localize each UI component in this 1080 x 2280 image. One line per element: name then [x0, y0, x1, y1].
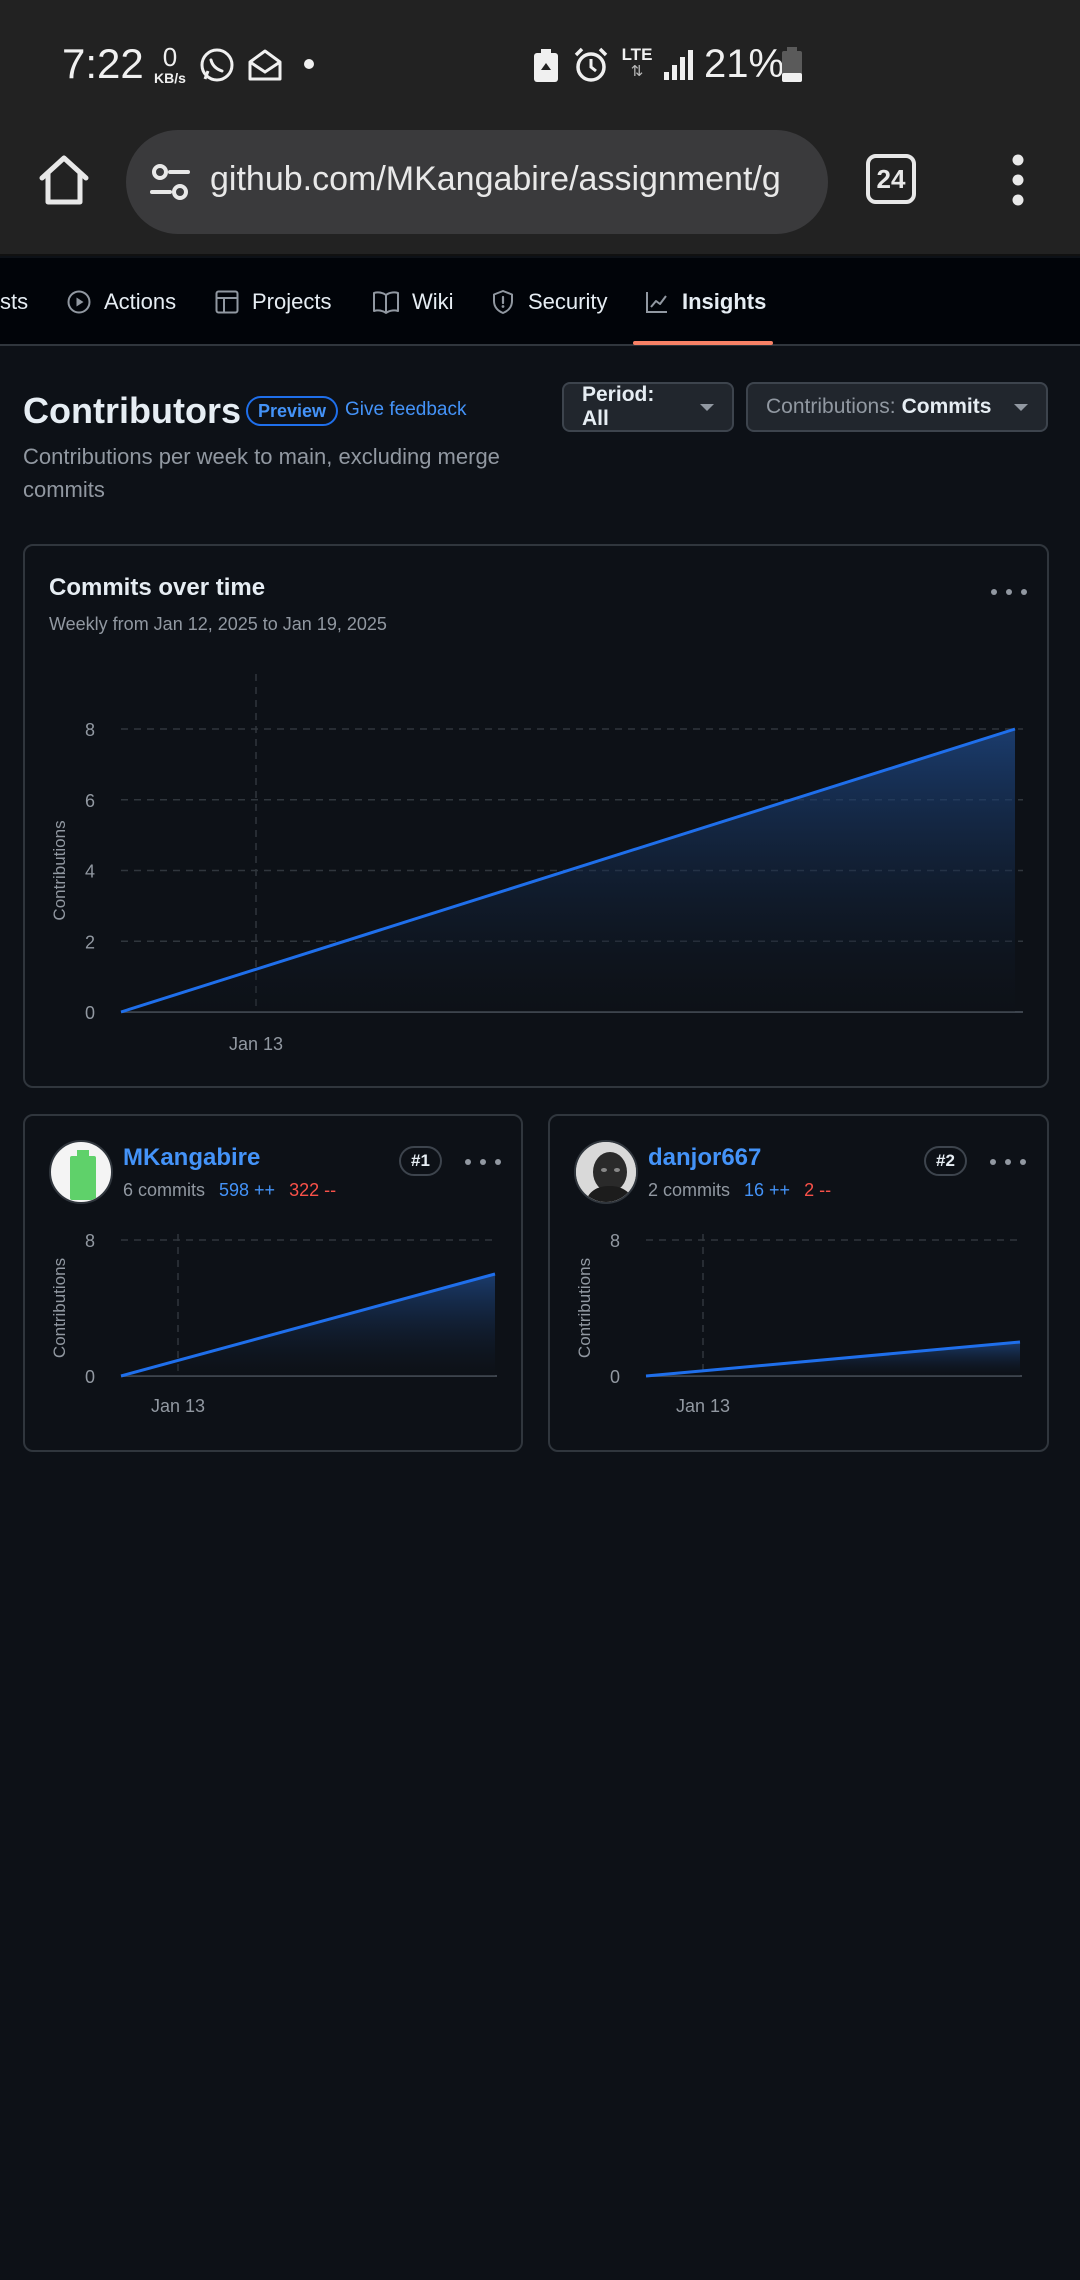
url-text[interactable]: github.com/MKangabire/assignment/g — [210, 160, 781, 198]
signal-icon — [664, 50, 693, 80]
status-time: 7:22 — [62, 40, 144, 87]
battery-avatar-icon — [70, 1150, 96, 1200]
give-feedback-link[interactable]: Give feedback — [345, 399, 467, 420]
contributor-card: MKangabire 6 commits 598 ++ 322 -- #1 0 8 Co… — [23, 1114, 523, 1452]
url-bar[interactable]: github.com/MKangabire/assignment/g — [126, 130, 828, 234]
net-speed: 0 KB/s — [154, 42, 186, 86]
contributor-stats: 2 commits 16 ++ 2 -- — [648, 1180, 831, 1201]
tab-requests[interactable]: sts — [0, 289, 29, 314]
chart-subtitle: Weekly from Jan 12, 2025 to Jan 19, 2025 — [49, 614, 387, 634]
book-icon — [373, 291, 399, 314]
home-icon[interactable] — [36, 152, 92, 208]
y-axis-label: Contributions — [50, 820, 69, 920]
tab-wiki[interactable]: Wiki — [372, 258, 454, 346]
play-circle-icon — [67, 290, 91, 314]
tab-projects[interactable]: Projects — [214, 258, 331, 346]
commits-chart: 0 2 4 6 8 Contributions Jan 13 — [50, 674, 1023, 1054]
y-tick-label: 8 — [85, 720, 95, 740]
rank-badge: #2 — [924, 1146, 967, 1176]
deletions: 322 -- — [289, 1180, 337, 1200]
contributor-chart: 0 8 Contributions Jan 13 — [575, 1231, 1022, 1416]
tab-security[interactable]: Security — [490, 258, 607, 346]
site-settings-icon[interactable] — [148, 160, 192, 204]
battery-saver-icon — [534, 49, 558, 82]
commit-count[interactable]: 2 commits — [648, 1180, 731, 1200]
contributions-dropdown[interactable]: Contributions: Commits — [746, 382, 1048, 432]
avatar[interactable] — [574, 1140, 638, 1204]
y-tick-label: 0 — [85, 1367, 95, 1387]
contributor-card: danjor667 2 commits 16 ++ 2 -- #2 0 8 Contri… — [548, 1114, 1049, 1452]
mail-open-icon — [248, 49, 282, 81]
y-tick-label: 8 — [610, 1231, 620, 1251]
shield-icon — [493, 290, 513, 314]
contributor-chart: 0 8 Contributions Jan 13 — [50, 1231, 497, 1416]
series-line — [120, 727, 1016, 1014]
series-line — [120, 1272, 496, 1378]
caret-down-icon — [700, 403, 714, 411]
page-subtitle: Contributions per week to main, excludin… — [23, 444, 500, 502]
browser-toolbar: github.com/MKangabire/assignment/g 24 — [0, 130, 1080, 256]
notification-dot-icon — [304, 59, 314, 69]
table-icon — [215, 290, 239, 314]
y-tick-label: 0 — [85, 1003, 95, 1023]
more-options-icon[interactable] — [988, 1152, 1028, 1172]
active-tab-indicator — [633, 341, 773, 345]
rank-badge: #1 — [399, 1146, 442, 1176]
deletions: 2 -- — [804, 1180, 832, 1200]
caret-down-icon — [1014, 403, 1028, 411]
y-tick-label: 8 — [85, 1231, 95, 1251]
alarm-icon — [574, 47, 608, 82]
contributor-name[interactable]: MKangabire — [123, 1144, 261, 1171]
y-axis-label: Contributions — [575, 1258, 594, 1358]
x-tick-label: Jan 13 — [229, 1034, 283, 1054]
more-options-icon[interactable] — [463, 1152, 503, 1172]
overflow-menu-icon[interactable] — [1000, 150, 1036, 210]
whatsapp-icon — [200, 48, 234, 82]
graph-icon — [646, 292, 667, 313]
repo-nav: sts Actions Projects Wiki Security — [0, 258, 1080, 346]
x-tick-label: Jan 13 — [676, 1396, 730, 1416]
y-axis-label: Contributions — [50, 1258, 69, 1358]
tab-actions[interactable]: Actions — [66, 258, 176, 346]
battery-percent: 21% — [704, 42, 785, 86]
tab-switcher-button[interactable]: 24 — [866, 154, 916, 204]
commits-over-time-card: Commits over time Weekly from Jan 12, 20… — [23, 544, 1049, 1088]
additions: 16 ++ — [744, 1180, 791, 1200]
y-tick-label: 6 — [85, 791, 95, 811]
tab-insights[interactable]: Insights — [644, 258, 766, 346]
more-options-icon[interactable] — [989, 582, 1029, 602]
battery-icon — [782, 47, 802, 82]
contributor-name[interactable]: danjor667 — [648, 1144, 762, 1171]
network-type: LTE ⇅ — [621, 45, 653, 80]
page-title: Contributors — [23, 390, 241, 431]
status-bar: 7:22 0 KB/s LTE ⇅ 21% — [0, 0, 1080, 130]
commit-count[interactable]: 6 commits — [123, 1180, 206, 1200]
y-tick-label: 0 — [610, 1367, 620, 1387]
chart-title: Commits over time — [49, 574, 266, 601]
y-tick-label: 2 — [85, 932, 95, 952]
period-dropdown[interactable]: Period: All — [562, 382, 734, 432]
y-tick-label: 4 — [85, 862, 95, 882]
contributor-stats: 6 commits 598 ++ 322 -- — [123, 1180, 336, 1201]
avatar[interactable] — [49, 1140, 113, 1204]
series-line — [645, 1340, 1021, 1378]
preview-badge: Preview — [246, 396, 339, 426]
x-tick-label: Jan 13 — [151, 1396, 205, 1416]
additions: 598 ++ — [219, 1180, 276, 1200]
